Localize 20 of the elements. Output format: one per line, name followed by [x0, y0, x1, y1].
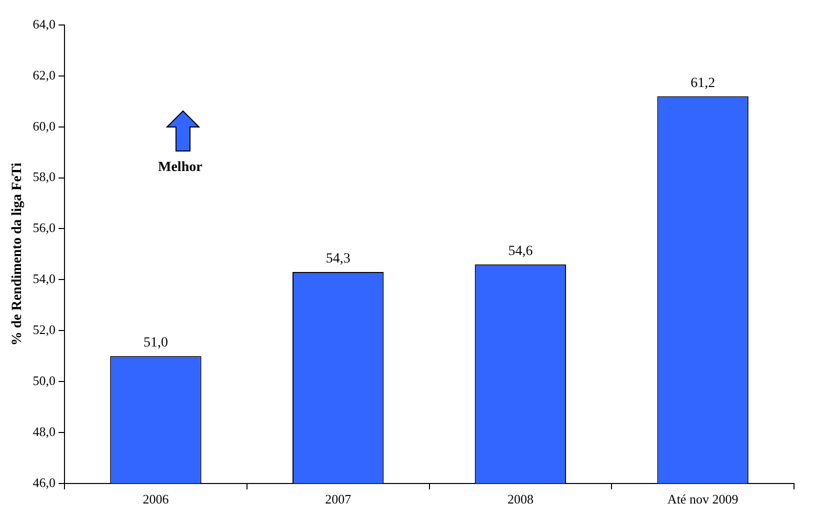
- y-axis-title: % de Rendimento da liga FeTi: [10, 162, 26, 346]
- y-tick-label: 52,0: [32, 322, 56, 338]
- data-label: 54,3: [326, 252, 350, 267]
- y-tick-label: 56,0: [32, 220, 56, 236]
- y-tick-label: 50,0: [32, 372, 56, 388]
- x-tick-label: 2006: [142, 492, 170, 507]
- data-label: 54,6: [508, 244, 533, 260]
- y-tick-label: 62,0: [32, 67, 56, 82]
- y-tick-label: 58,0: [32, 169, 56, 184]
- annotation: Melhor: [158, 160, 202, 176]
- y-tick-label: 64,0: [32, 16, 56, 32]
- x-tick-label: 2008: [507, 492, 534, 507]
- y-tick-label: 46,0: [32, 474, 56, 490]
- y-tick-label: 54,0: [32, 271, 56, 286]
- x-tick-label: 2007: [325, 492, 352, 507]
- y-tick-label: 48,0: [32, 424, 56, 439]
- data-label: 51,0: [143, 336, 168, 351]
- x-tick-label: Até nov 2009: [667, 492, 738, 507]
- y-tick-label: 60,0: [32, 118, 56, 134]
- data-label: 61,2: [690, 76, 716, 91]
